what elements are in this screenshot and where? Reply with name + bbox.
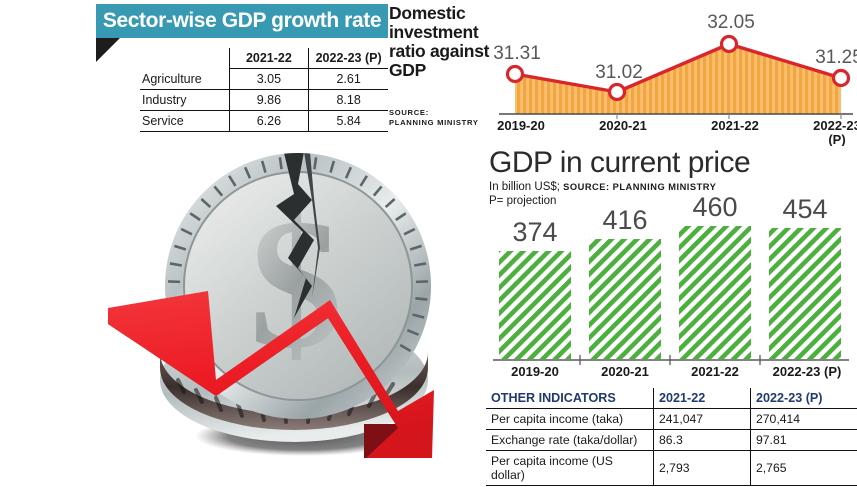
sector-row-value-2022-23: 5.84 [309, 111, 388, 132]
investment-line-chart: 31.31 31.02 32.05 31.25 2019-20 2020-21 … [493, 4, 857, 146]
bar-x-tick-2020-21: 2020-21 [601, 364, 649, 379]
table-row: Exchange rate (taka/dollar) 86.3 97.81 [486, 430, 857, 451]
table-row: Agriculture 3.05 2.61 [140, 69, 388, 90]
x-tick-2019-20: 2019-20 [497, 118, 545, 133]
table-row: Per capita income (taka) 241,047 270,414 [486, 409, 857, 430]
table-row: Service 6.26 5.84 [140, 111, 388, 132]
bar-x-tick-2022-23: 2022-23 (P) [773, 364, 842, 379]
sector-col-blank [140, 48, 229, 69]
table-header-row: OTHER INDICATORS 2021-22 2022-23 (P) [486, 388, 857, 409]
investment-source-note: SOURCE: PLANNING MINISTRY [389, 108, 509, 128]
table-row: Per capita income (US dollar) 2,793 2,76… [486, 451, 857, 486]
data-label-2019-20: 31.31 [493, 43, 541, 64]
indicator-value-2021-22: 2,793 [654, 451, 751, 486]
indicator-row-label: Per capita income (taka) [486, 409, 654, 430]
bar-2022-23 [769, 228, 841, 359]
sector-wise-gdp-panel: Sector-wise GDP growth rate 2021-22 2022… [96, 4, 388, 132]
sector-col-2021-22: 2021-22 [229, 48, 309, 69]
gdp-current-price-panel: GDP in current price In billion US$; SOU… [489, 147, 857, 379]
gdp-category-labels: 2019-20 2020-21 2021-22 2022-23 (P) [511, 364, 841, 379]
table-row: Industry 9.86 8.18 [140, 90, 388, 111]
indicator-row-label: Exchange rate (taka/dollar) [486, 430, 654, 451]
other-indicators-table: OTHER INDICATORS 2021-22 2022-23 (P) Per… [486, 388, 857, 486]
value-label-2020-21: 416 [602, 205, 647, 235]
bar-2021-22 [679, 226, 751, 359]
data-label-2020-21: 31.02 [595, 62, 643, 83]
gdp-bar-chart: 374 416 460 454 2019-20 2020-21 2021-22 … [489, 193, 857, 379]
gdp-chart-subtitle: In billion US$; SOURCE: PLANNING MINISTR… [489, 180, 857, 194]
data-label-2022-23: 31.25 [815, 47, 857, 68]
bar-x-tick-2021-22: 2021-22 [691, 364, 739, 379]
x-tick-2020-21: 2020-21 [599, 118, 647, 133]
sector-banner-title: Sector-wise GDP growth rate [103, 9, 381, 33]
indicator-value-2021-22: 241,047 [654, 409, 751, 430]
cracked-dollar-coin-illustration: $ [98, 128, 502, 482]
indicators-col-2022-23: 2022-23 (P) [751, 388, 857, 409]
bar-2019-20 [499, 251, 571, 359]
other-indicators-panel: OTHER INDICATORS 2021-22 2022-23 (P) Per… [486, 388, 857, 486]
coin-arrow-svg: $ [98, 128, 502, 482]
x-tick-2021-22: 2021-22 [711, 118, 759, 133]
table-header-row: 2021-22 2022-23 (P) [140, 48, 388, 69]
sector-row-value-2022-23: 2.61 [309, 69, 388, 90]
indicator-value-2022-23: 270,414 [751, 409, 857, 430]
sector-row-label: Industry [140, 90, 229, 111]
indicator-value-2021-22: 86.3 [654, 430, 751, 451]
sector-row-value-2021-22: 3.05 [229, 69, 309, 90]
data-label-2021-22: 32.05 [707, 12, 755, 33]
sector-row-label: Service [140, 111, 229, 132]
source-label: SOURCE: [389, 108, 509, 118]
investment-area-fill [515, 44, 841, 114]
value-label-2021-22: 460 [692, 193, 737, 222]
bar-x-tick-2019-20: 2019-20 [511, 364, 559, 379]
x-tick-2022-23: 2022-23 [813, 118, 857, 133]
indicator-value-2022-23: 97.81 [751, 430, 857, 451]
gdp-unit-label: In billion US$; [489, 181, 560, 193]
indicator-value-2022-23: 2,765 [751, 451, 857, 486]
indicators-col-2021-22: 2021-22 [654, 388, 751, 409]
indicator-row-label: Per capita income (US dollar) [486, 451, 654, 486]
banner-tail-notch [96, 38, 120, 62]
source-value: PLANNING MINISTRY [389, 118, 509, 128]
sector-row-value-2021-22: 9.86 [229, 90, 309, 111]
investment-chart-title: Domestic investment ratio against GDP [389, 4, 497, 80]
bar-2020-21 [589, 239, 661, 359]
value-label-2022-23: 454 [782, 194, 827, 224]
gdp-source-label: SOURCE: PLANNING MINISTRY [563, 182, 716, 192]
x-tick-2022-23-projection-suffix: (P) [828, 132, 845, 146]
gdp-chart-title: GDP in current price [489, 147, 857, 179]
sector-row-label: Agriculture [140, 69, 229, 90]
investment-category-labels: 2019-20 2020-21 2021-22 2022-23 (P) [497, 118, 857, 146]
sector-banner: Sector-wise GDP growth rate [96, 4, 388, 38]
value-label-2019-20: 374 [512, 217, 557, 247]
domestic-investment-panel: Domestic investment ratio against GDP SO… [389, 4, 857, 146]
sector-col-2022-23: 2022-23 (P) [309, 48, 388, 69]
sector-row-value-2021-22: 6.26 [229, 111, 309, 132]
sector-row-value-2022-23: 8.18 [309, 90, 388, 111]
indicators-col-title: OTHER INDICATORS [486, 388, 654, 409]
sector-wise-table: 2021-22 2022-23 (P) Agriculture 3.05 2.6… [140, 48, 388, 132]
